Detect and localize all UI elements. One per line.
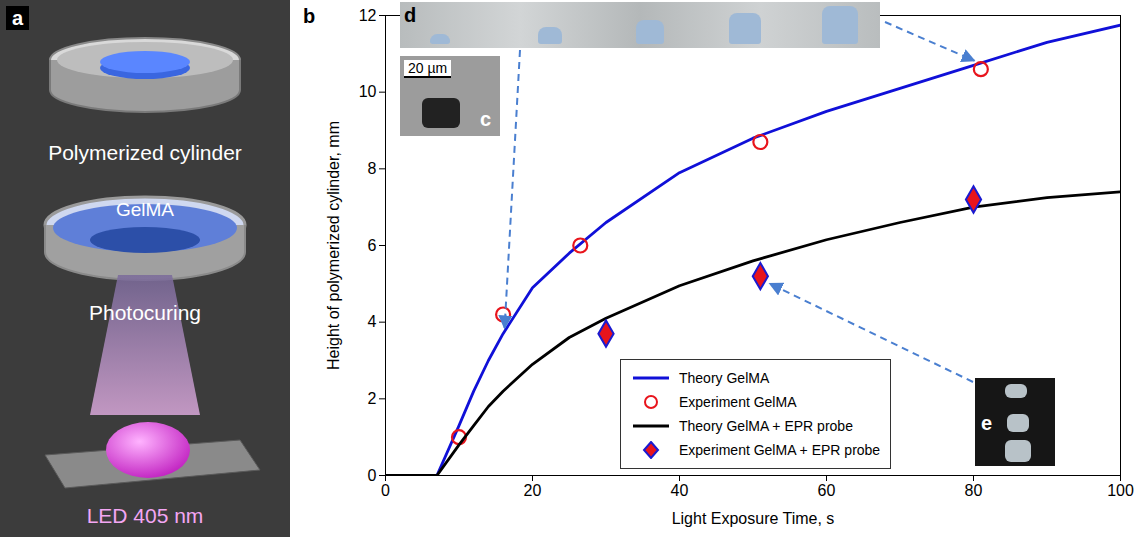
html-text:Experiment GelMA + EPR probe: Experiment GelMA + EPR probe (679, 442, 881, 458)
html-text:b: b (303, 5, 316, 27)
html-text:d: d (404, 4, 417, 26)
svg-text:60: 60 (818, 482, 836, 499)
svg-text:0: 0 (368, 467, 377, 484)
html-text:Experiment GelMA: Experiment GelMA (679, 394, 797, 410)
svg-text:100: 100 (1107, 482, 1134, 499)
svg-text:Height of polymerized cylinder: Height of polymerized cylinder, mm (325, 121, 342, 370)
html-text:20 µm: 20 µm (408, 60, 448, 76)
svg-text:80: 80 (965, 482, 983, 499)
svg-text:40: 40 (671, 482, 689, 499)
html-text:Theory GelMA: Theory GelMA (679, 370, 770, 386)
svg-text:Light Exposure Time, s: Light Exposure Time, s (672, 510, 835, 527)
svg-text:4: 4 (368, 313, 377, 330)
svg-text:20: 20 (524, 482, 542, 499)
svg-text:8: 8 (368, 160, 377, 177)
html-text:Theory GelMA + EPR probe: Theory GelMA + EPR probe (679, 418, 853, 434)
html-text:e: e (981, 412, 993, 434)
html-text:a: a (12, 7, 24, 29)
svg-text:6: 6 (368, 237, 377, 254)
svg-text:12: 12 (359, 7, 377, 24)
svg-text:10: 10 (359, 83, 377, 100)
svg-text:GelMA: GelMA (116, 199, 174, 220)
svg-text:Polymerized cylinder: Polymerized cylinder (48, 141, 242, 164)
svg-text:0: 0 (381, 482, 390, 499)
svg-text:Photocuring: Photocuring (89, 301, 201, 324)
svg-text:LED 405 nm: LED 405 nm (87, 504, 204, 527)
html-text:c: c (480, 108, 492, 130)
svg-text:2: 2 (368, 390, 377, 407)
